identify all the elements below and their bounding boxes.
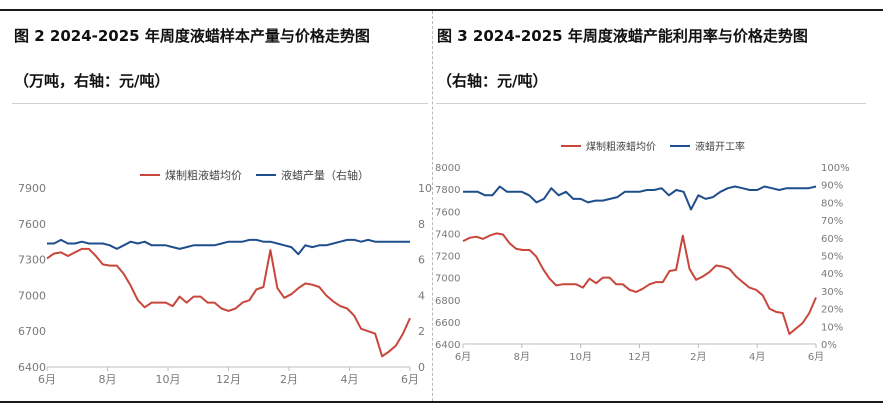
left-y-right-tick-label: 4 <box>418 289 425 302</box>
left-legend-label: 液蜡产量（右轴） <box>281 168 369 182</box>
right-y-left-tick-label: 6800 <box>435 296 460 307</box>
left-figure-subtitle: （万吨，右轴：元/吨） <box>14 72 170 90</box>
right-figure-subtitle: （右轴：元/吨） <box>437 72 548 90</box>
left-y-left-tick-label: 7900 <box>18 182 46 195</box>
top-rule <box>0 9 883 11</box>
left-header-rule <box>12 103 428 104</box>
left-y-left-tick-label: 6400 <box>18 361 46 374</box>
right-y-left-tick-label: 7800 <box>435 185 460 196</box>
right-legend-label: 液蜡开工率 <box>695 140 745 153</box>
right-y-left-tick-label: 6400 <box>435 340 460 351</box>
right-y-left-tick-label: 7600 <box>435 207 460 218</box>
left-figure-title: 图 2 2024-2025 年周度液蜡样本产量与价格走势图 <box>14 27 370 45</box>
right-legend-label: 煤制粗液蜡均价 <box>586 140 656 153</box>
right-y-right-tick-label: 70% <box>821 216 843 227</box>
right-y-left-tick-label: 7200 <box>435 252 460 263</box>
right-y-right-tick-label: 60% <box>821 234 843 245</box>
left-y-right-tick-label: 0 <box>418 361 425 374</box>
left-y-left-tick-label: 6700 <box>18 325 46 338</box>
left-y-right-tick-label: 10 <box>418 182 432 195</box>
right-y-right-tick-label: 50% <box>821 252 843 263</box>
left-y-right-tick-label: 2 <box>418 325 425 338</box>
right-y-left-tick-label: 6600 <box>435 318 460 329</box>
left-x-tick-label: 2月 <box>280 373 298 386</box>
panel-divider <box>432 11 433 401</box>
left-x-tick-label: 8月 <box>99 373 117 386</box>
right-x-tick-label: 4月 <box>749 351 765 363</box>
left-x-tick-label: 6月 <box>38 373 56 386</box>
right-header-rule <box>436 103 866 104</box>
left-chart: 6月 8月 10月 12月 2月 4月 6月640067007000730076007900… <box>18 168 432 386</box>
right-y-left-tick-label: 7400 <box>435 229 460 240</box>
right-y-right-tick-label: 100% <box>821 163 850 174</box>
left-y-left-tick-label: 7600 <box>18 218 46 231</box>
left-x-tick-label: 10月 <box>156 373 181 386</box>
left-x-tick-label: 4月 <box>341 373 359 386</box>
left-y-left-tick-label: 7000 <box>18 289 46 302</box>
right-y-right-tick-label: 20% <box>821 305 843 316</box>
right-x-tick-label: 8月 <box>514 351 530 363</box>
left-y-left-tick-label: 7300 <box>18 254 46 267</box>
right-y-right-tick-label: 30% <box>821 287 843 298</box>
right-y-left-tick-label: 7000 <box>435 274 460 285</box>
right-x-tick-label: 6月 <box>808 351 824 363</box>
right-chart: 6月 8月 10月 12月 2月 4月 6月640066006800700072007400… <box>435 140 850 363</box>
bottom-rule <box>0 401 883 403</box>
right-y-right-tick-label: 0% <box>821 340 837 351</box>
left-x-tick-label: 6月 <box>401 373 419 386</box>
right-x-tick-label: 10月 <box>569 351 592 363</box>
right-x-tick-label: 12月 <box>628 351 651 363</box>
left-legend-label: 煤制粗液蜡均价 <box>165 168 242 182</box>
left-price-series-line <box>46 247 411 358</box>
right-figure-title: 图 3 2024-2025 年周度液蜡产能利用率与价格走势图 <box>437 27 808 45</box>
right-y-right-tick-label: 80% <box>821 198 843 209</box>
left-y-right-tick-label: 8 <box>418 218 425 231</box>
right-y-right-tick-label: 10% <box>821 322 843 333</box>
right-x-tick-label: 2月 <box>690 351 706 363</box>
right-x-tick-label: 6月 <box>455 351 471 363</box>
left-y-right-tick-label: 6 <box>418 254 425 267</box>
right-y-right-tick-label: 40% <box>821 269 843 280</box>
right-secondary-series-line <box>463 185 817 211</box>
right-y-right-tick-label: 90% <box>821 181 843 192</box>
right-price-series-line <box>462 232 817 335</box>
right-y-left-tick-label: 8000 <box>435 163 460 174</box>
left-secondary-series-line <box>47 238 410 256</box>
left-x-tick-label: 12月 <box>216 373 241 386</box>
